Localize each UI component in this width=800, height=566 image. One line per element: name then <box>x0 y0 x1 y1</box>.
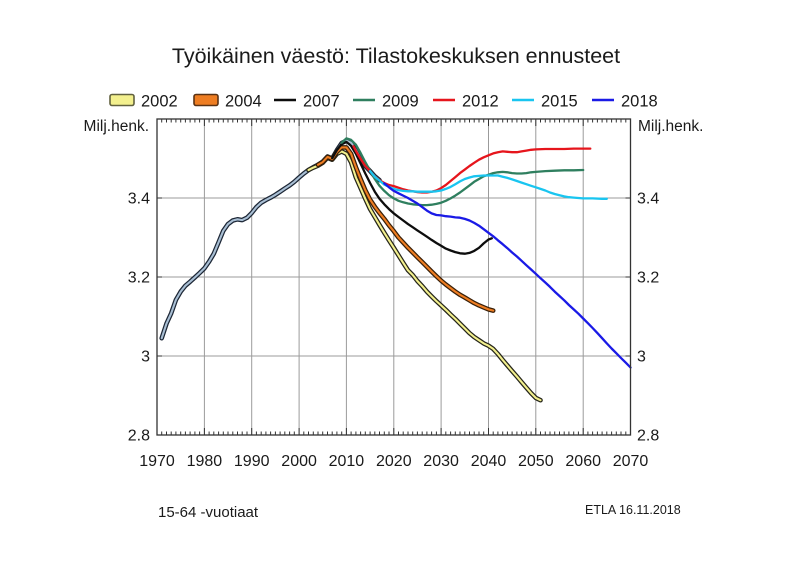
legend-label-2004: 2004 <box>225 93 262 111</box>
series-forecast-2004 <box>315 145 496 313</box>
chart-title: Työikäinen väestö: Tilastokeskuksen ennu… <box>172 44 620 68</box>
footer-age-group: 15-64 -vuotiaat <box>158 504 259 521</box>
x-tick-label: 1980 <box>187 453 223 470</box>
y-tick-label-right: 3.4 <box>637 191 659 208</box>
legend-label-2015: 2015 <box>541 93 578 111</box>
legend-swatch-2004 <box>193 93 219 107</box>
legend-label-2012: 2012 <box>462 93 499 111</box>
x-tick-label: 2020 <box>376 453 412 470</box>
series-forecast-2009 <box>340 137 585 207</box>
x-tick-label: 2040 <box>471 453 507 470</box>
series-forecast-2004-outline <box>315 145 496 313</box>
y-tick-label-left: 2.8 <box>128 428 150 445</box>
y-tick-label-left: 3.2 <box>128 270 150 287</box>
x-tick-label: 1970 <box>139 453 175 470</box>
legend-item-2004: 2004 <box>193 93 262 111</box>
series-forecast-2012 <box>352 145 592 194</box>
legend-item-2015: 2015 <box>512 93 578 111</box>
series-forecast-2009-line <box>340 137 585 207</box>
legend-label-2018: 2018 <box>621 93 658 111</box>
plot-area: 1970 1980 1990 2000 2010 2020 2030 2040 2050 2060… <box>128 118 659 470</box>
y-axis-label-right: Milj.henk. <box>638 118 703 135</box>
y-tick-label-left: 3.4 <box>128 191 150 208</box>
y-axis-label-left: Milj.henk. <box>84 118 149 135</box>
series-forecast-2012-line <box>352 145 592 194</box>
x-tick-label: 2060 <box>565 453 601 470</box>
series-forecast-2002-core <box>307 150 542 402</box>
y-tick-label-right: 2.8 <box>637 428 659 445</box>
legend: 2002 2004 2007 2009 2012 2015 2018 <box>109 93 658 111</box>
legend-label-2007: 2007 <box>303 93 340 111</box>
x-tick-label: 1990 <box>234 453 270 470</box>
legend-item-2009: 2009 <box>353 93 419 111</box>
x-tick-label: 2010 <box>329 453 365 470</box>
series-forecast-2004-core <box>316 146 495 312</box>
legend-item-2012: 2012 <box>433 93 499 111</box>
x-tick-label: 2070 <box>613 453 649 470</box>
y-tick-label-left: 3 <box>141 349 150 366</box>
legend-swatch-2002 <box>109 93 135 107</box>
series-forecast-2002 <box>306 149 543 403</box>
series-forecast-2018 <box>383 182 632 369</box>
legend-item-2007: 2007 <box>274 93 340 111</box>
legend-item-2018: 2018 <box>592 93 658 111</box>
x-tick-label: 2050 <box>518 453 554 470</box>
series-forecast-2007 <box>331 140 493 255</box>
x-tick-label: 2000 <box>281 453 317 470</box>
x-tick-label: 2030 <box>423 453 459 470</box>
legend-label-2002: 2002 <box>141 93 178 111</box>
legend-label-2009: 2009 <box>382 93 419 111</box>
series-forecast-2015-line <box>368 169 608 200</box>
series-forecast-2007-line <box>331 140 493 255</box>
series-forecast-2018-line <box>383 182 632 369</box>
legend-item-2002: 2002 <box>109 93 178 111</box>
y-tick-label-right: 3 <box>637 349 646 366</box>
y-tick-label-right: 3.2 <box>637 270 659 287</box>
series-forecast-2015 <box>368 169 608 200</box>
footer-source: ETLA 16.11.2018 <box>585 503 681 517</box>
